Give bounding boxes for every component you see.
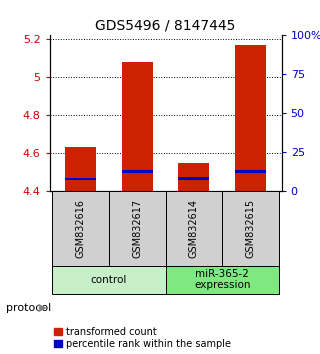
Text: control: control (91, 275, 127, 285)
Bar (222, 191, 279, 266)
Bar (166, 266, 279, 294)
Text: GSM832615: GSM832615 (245, 199, 255, 258)
Bar (122, 62, 153, 191)
Bar (52, 266, 166, 294)
Bar (166, 191, 222, 266)
Text: GSM832617: GSM832617 (132, 199, 142, 258)
Text: protocol: protocol (6, 303, 52, 313)
Bar (122, 170, 153, 173)
Bar (109, 191, 166, 266)
Bar (235, 170, 266, 173)
Text: GSM832614: GSM832614 (189, 199, 199, 258)
Bar (178, 163, 210, 191)
Bar (65, 148, 96, 191)
Text: miR-365-2
expression: miR-365-2 expression (194, 269, 251, 291)
Bar (235, 45, 266, 191)
Text: GSM832616: GSM832616 (76, 199, 86, 258)
Bar (178, 177, 210, 180)
Title: GDS5496 / 8147445: GDS5496 / 8147445 (95, 19, 236, 33)
Bar (52, 191, 109, 266)
Bar (65, 178, 96, 180)
Legend: transformed count, percentile rank within the sample: transformed count, percentile rank withi… (54, 327, 231, 349)
